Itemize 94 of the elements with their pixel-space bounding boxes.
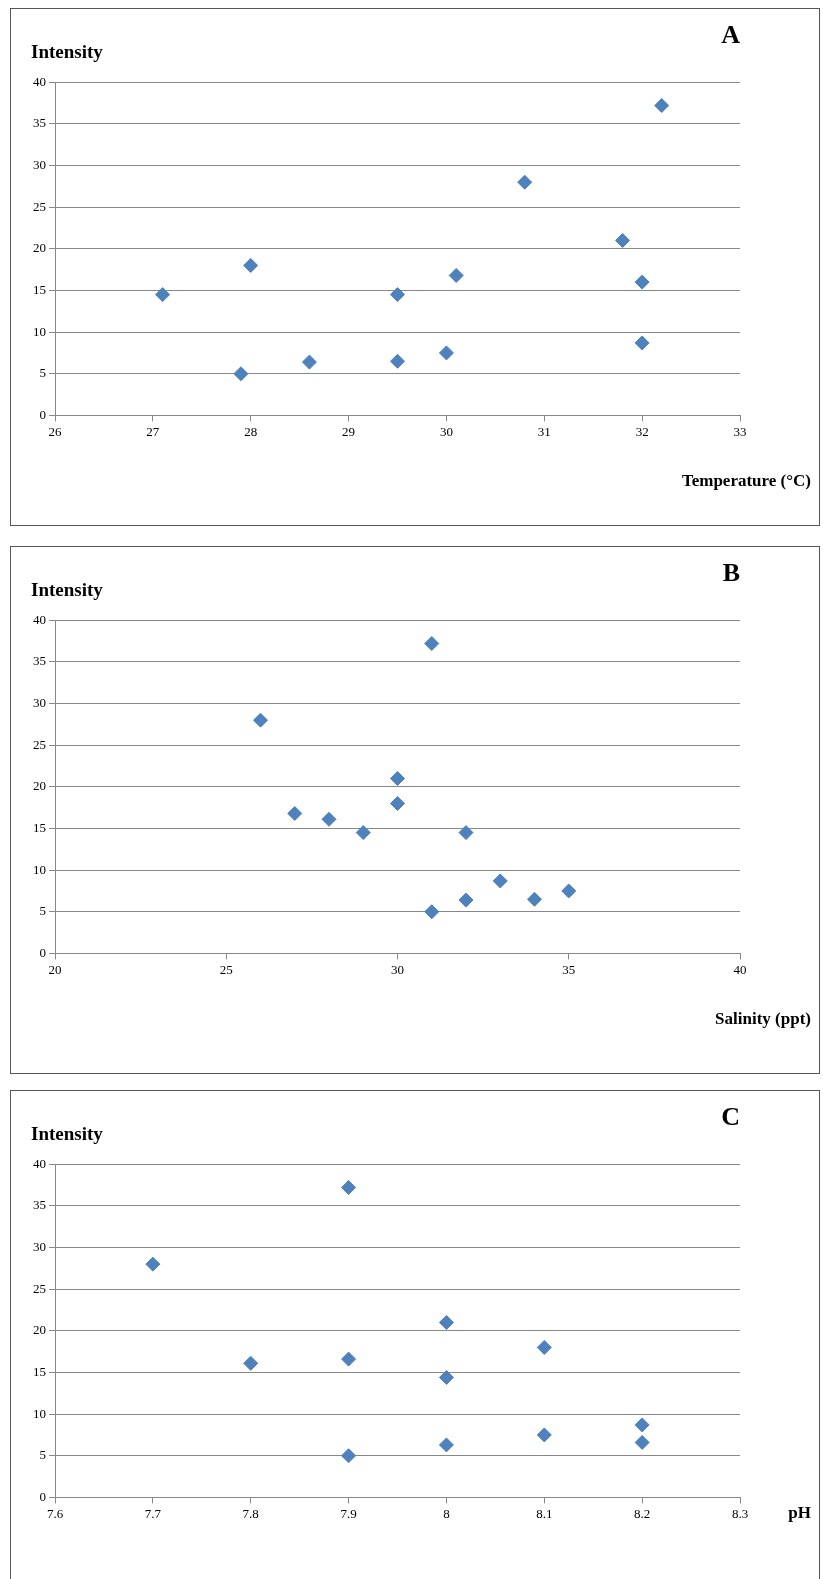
y-axis-title: Intensity	[31, 41, 103, 63]
point	[341, 1448, 357, 1464]
point	[536, 1339, 552, 1355]
point	[341, 1351, 357, 1367]
point	[615, 232, 631, 248]
y-tick-label: 5	[39, 1447, 46, 1463]
y-tick-label: 0	[39, 406, 46, 422]
point	[341, 1180, 357, 1196]
y-tick-label: 5	[39, 365, 46, 381]
y-tick-label: 35	[33, 1197, 46, 1213]
y-tick-label: 25	[33, 198, 46, 214]
y-tick-label: 15	[33, 1363, 46, 1379]
y-tick-label: 25	[33, 736, 46, 752]
x-tick-label: 28	[244, 423, 258, 439]
x-tick-label: 40	[733, 961, 747, 977]
x-tick-label: 32	[635, 423, 649, 439]
chart-title: A	[721, 20, 741, 50]
x-tick-label: 7.7	[144, 1505, 162, 1521]
x-tick-label: 30	[439, 423, 453, 439]
x-tick-label: 30	[391, 961, 404, 977]
x-axis-title: pH	[788, 1503, 811, 1523]
x-tick-label: 26	[48, 423, 62, 439]
x-tick-label: 27	[146, 423, 160, 439]
point	[243, 1355, 259, 1371]
point	[233, 366, 249, 382]
point	[390, 770, 405, 786]
x-tick-label: 7.6	[46, 1505, 64, 1521]
point	[301, 354, 317, 370]
point	[390, 795, 405, 811]
y-axis-title: Intensity	[31, 579, 103, 601]
x-tick-label: 8.3	[731, 1505, 749, 1521]
point	[424, 636, 440, 652]
point	[287, 805, 303, 821]
point	[390, 287, 405, 303]
y-tick-label: 40	[33, 611, 46, 627]
point	[654, 98, 670, 114]
y-tick-label: 30	[33, 156, 46, 172]
point	[458, 825, 474, 841]
point	[517, 174, 533, 190]
point	[145, 1256, 161, 1272]
x-tick-label: 8.1	[536, 1505, 553, 1521]
y-tick-label: 40	[33, 73, 46, 89]
point	[253, 712, 268, 728]
chart-title: B	[722, 558, 740, 588]
point	[536, 1427, 552, 1443]
point	[438, 345, 454, 361]
point	[492, 873, 508, 889]
y-tick-label: 25	[33, 1280, 46, 1296]
y-tick-label: 20	[33, 240, 46, 256]
point	[424, 904, 440, 920]
x-tick-label: 29	[342, 423, 356, 439]
y-tick-label: 15	[33, 281, 46, 297]
x-tick-label: 7.8	[242, 1505, 259, 1521]
point	[155, 287, 171, 303]
y-tick-label: 30	[33, 1238, 46, 1254]
point	[243, 257, 259, 273]
y-tick-label: 40	[33, 1155, 46, 1171]
chart-title: C	[721, 1102, 740, 1132]
y-tick-label: 0	[39, 1488, 46, 1504]
y-tick-label: 20	[33, 1322, 46, 1338]
y-tick-label: 10	[33, 323, 46, 339]
point	[390, 353, 405, 369]
x-axis-title: Temperature (°C)	[681, 471, 811, 491]
x-tick-label: 33	[733, 423, 747, 439]
point	[438, 1369, 454, 1385]
y-tick-label: 5	[39, 903, 46, 919]
x-tick-label: 25	[219, 961, 233, 977]
x-tick-label: 35	[562, 961, 576, 977]
point	[561, 883, 577, 899]
point	[321, 811, 337, 827]
x-tick-label: 8.2	[634, 1505, 651, 1521]
y-tick-label: 10	[33, 1405, 46, 1421]
point	[355, 825, 371, 841]
point	[438, 1437, 454, 1453]
y-tick-label: 20	[33, 778, 46, 794]
y-tick-label: 35	[33, 653, 46, 669]
point	[634, 1417, 650, 1433]
point	[527, 891, 542, 907]
y-tick-label: 10	[33, 861, 46, 877]
y-tick-label: 35	[33, 115, 46, 131]
point	[634, 274, 650, 290]
x-tick-label: 31	[537, 423, 551, 439]
point	[634, 1434, 650, 1450]
x-tick-label: 7.9	[340, 1505, 357, 1521]
y-tick-label: 0	[39, 944, 46, 960]
y-tick-label: 15	[33, 819, 46, 835]
point	[634, 335, 650, 351]
x-tick-label: 8	[443, 1505, 450, 1521]
point	[448, 267, 464, 283]
point	[438, 1314, 454, 1330]
x-axis-title: Salinity (ppt)	[715, 1009, 811, 1029]
y-tick-label: 30	[33, 694, 46, 710]
y-axis-title: Intensity	[31, 1123, 103, 1145]
point	[458, 892, 474, 908]
